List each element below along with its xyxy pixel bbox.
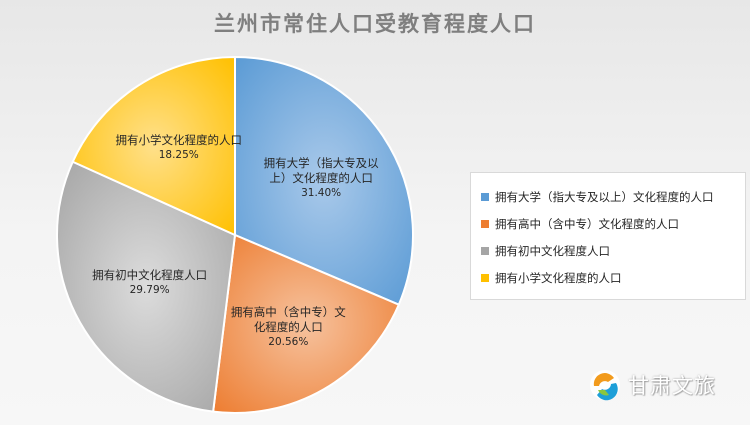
slice-university-label: 拥有大学（指大专及以 上）文化程度的人口 31.40% — [263, 155, 379, 199]
slice-high-school-percent: 20.56% — [268, 336, 309, 349]
slice-high-school — [212, 233, 401, 414]
legend-item: 拥有初中文化程度人口 — [481, 237, 745, 264]
watermark: 甘肃文旅 — [588, 368, 716, 402]
legend-swatch — [481, 192, 489, 201]
slice-primary-school — [71, 55, 236, 237]
slice-high-school-label: 拥有高中（含中专）文 化程度的人口 20.56% — [230, 305, 346, 349]
legend-item: 拥有小学文化程度的人口 — [481, 264, 745, 291]
gansu-culture-tourism-logo-icon — [590, 370, 620, 401]
legend-swatch — [481, 273, 489, 282]
slice-primary-school-percent: 18.25% — [158, 149, 199, 162]
slice-middle-school — [56, 160, 237, 413]
slice-university-percent: 31.40% — [301, 186, 342, 199]
legend-item: 拥有高中（含中专）文化程度的人口 — [481, 210, 745, 237]
legend-label: 拥有高中（含中专）文化程度的人口 — [495, 216, 679, 231]
legend-label: 拥有大学（指大专及以上）文化程度的人口 — [495, 189, 714, 204]
legend-item: 拥有大学（指大专及以上）文化程度的人口 — [481, 183, 745, 210]
legend: 拥有大学（指大专及以上）文化程度的人口 拥有高中（含中专）文化程度的人口 拥有初中文… — [470, 172, 746, 300]
legend-label: 拥有初中文化程度人口 — [495, 243, 610, 258]
slice-primary-school-label: 拥有小学文化程度的人口 18.25% — [115, 133, 242, 162]
slice-middle-school-percent: 29.79% — [129, 283, 170, 296]
slice-university — [234, 55, 414, 306]
legend-swatch — [481, 219, 489, 228]
watermark-text: 甘肃文旅 — [628, 374, 716, 398]
legend-swatch — [481, 246, 489, 255]
chart-title: 兰州市常住人口受教育程度人口 — [214, 11, 536, 36]
slice-middle-school-label: 拥有初中文化程度人口 29.79% — [92, 267, 208, 296]
legend-label: 拥有小学文化程度的人口 — [495, 270, 622, 285]
